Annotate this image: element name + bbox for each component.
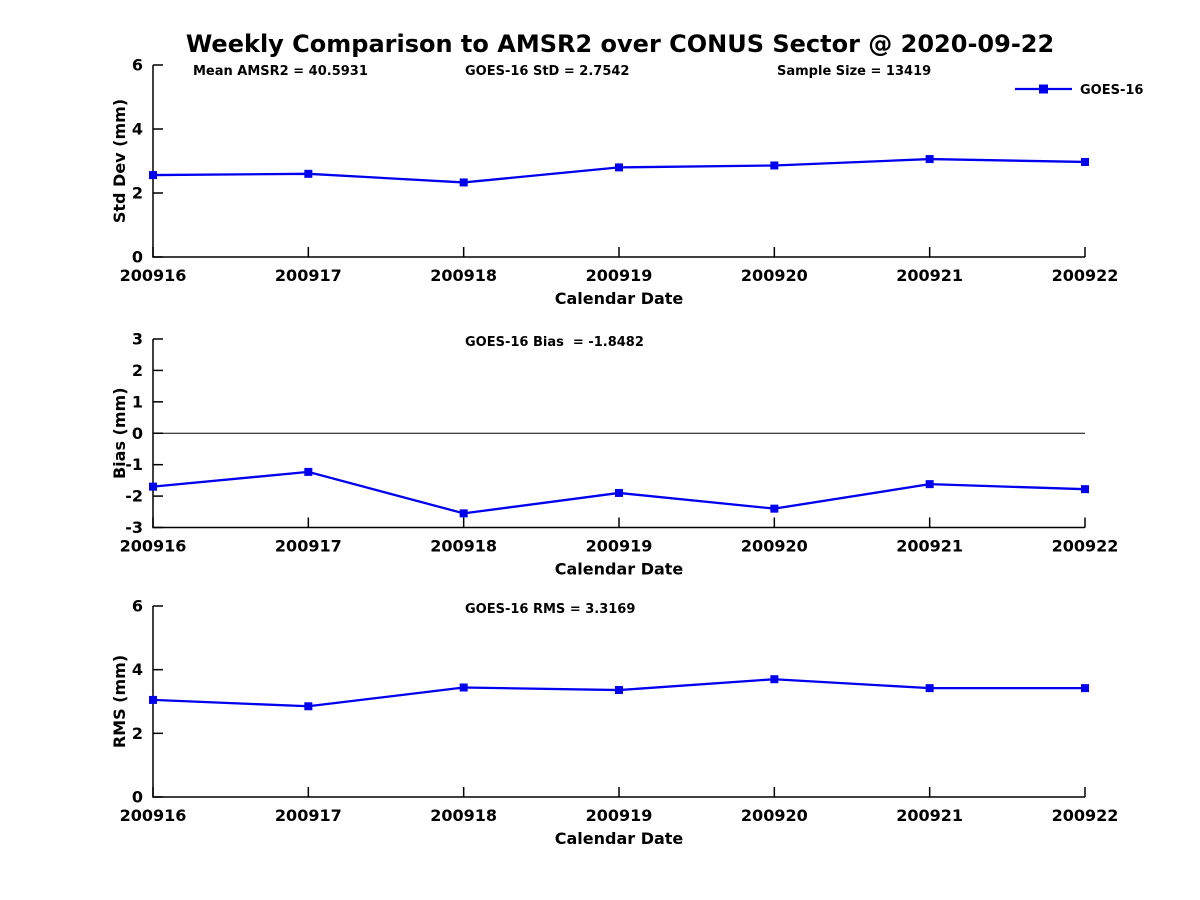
x-tick-label: 200919 [586,266,653,285]
x-tick-label: 200921 [896,806,963,825]
data-point-marker [615,163,623,172]
x-tick-label: 200918 [430,537,497,556]
data-point-marker [304,702,313,711]
x-tick-label: 200917 [275,806,342,825]
x-axis-label: Calendar Date [555,289,684,308]
data-point-marker [149,171,157,180]
y-axis-label: Bias (mm) [110,387,129,479]
y-tick-label: 4 [132,660,143,679]
data-point-marker [459,683,468,692]
y-tick-label: 2 [132,724,143,743]
stat-annotation: GOES-16 Bias = -1.8482 [465,335,644,350]
data-point-marker [459,509,468,518]
x-tick-label: 200921 [896,266,963,285]
x-tick-label: 200916 [120,806,187,825]
stat-annotation: Sample Size = 13419 [777,64,931,79]
x-tick-label: 200916 [120,537,187,556]
axis-frame [152,65,1085,258]
data-point-marker [304,169,313,178]
y-tick-label: 4 [132,120,143,139]
y-tick-label: 0 [132,788,143,807]
x-tick-label: 200922 [1052,806,1119,825]
y-tick-label: 0 [132,424,143,443]
x-tick-label: 200920 [741,266,808,285]
data-point-marker [1081,485,1089,494]
y-tick-label: 2 [132,361,143,380]
data-point-marker [459,178,468,187]
x-tick-label: 200920 [741,537,808,556]
stat-annotation: Mean AMSR2 = 40.5931 [193,64,368,79]
y-axis-label: RMS (mm) [110,655,129,748]
plot-bias: -3 -2 -1 0 1 2 3 200916 200917 200918 200919 200920… [110,330,1118,579]
data-point-marker [1081,684,1089,693]
y-tick-label: 6 [132,597,143,616]
stat-annotation: GOES-16 StD = 2.7542 [465,64,629,79]
data-point-marker [1081,157,1089,166]
x-tick-label: 200918 [430,266,497,285]
x-tick-label: 200922 [1052,537,1119,556]
x-tick-label: 200918 [430,806,497,825]
data-point-marker [925,480,934,489]
data-point-marker [149,482,157,491]
stat-annotation: GOES-16 RMS = 3.3169 [465,602,635,617]
x-tick-label: 200917 [275,537,342,556]
x-tick-label: 200922 [1052,266,1119,285]
data-point-marker [615,488,623,497]
data-point-marker [615,686,623,695]
x-axis-label: Calendar Date [555,829,684,848]
x-axis-label: Calendar Date [555,560,684,579]
y-tick-label: 2 [132,184,143,203]
data-point-marker [925,155,934,164]
data-point-marker [149,695,157,704]
data-point-marker [770,675,779,684]
x-tick-label: 200917 [275,266,342,285]
plot-std-dev: 0 2 4 6 200916 200917 200918 200919 200920 200921… [110,56,1143,309]
y-tick-label: 0 [132,248,143,267]
plot-rms: 0 2 4 6 200916 200917 200918 200919 200920 200921… [110,597,1118,849]
data-point-marker [770,504,779,513]
axis-frame [152,606,1085,798]
x-tick-label: 200919 [586,806,653,825]
y-tick-label: -2 [125,487,143,506]
legend: GOES-16 [1015,83,1143,98]
data-point-marker [770,161,779,170]
y-tick-label: 6 [132,56,143,75]
y-tick-label: -3 [125,518,143,537]
figure-title: Weekly Comparison to AMSR2 over CONUS Se… [185,30,1055,58]
x-tick-label: 200919 [586,537,653,556]
y-tick-label: 1 [132,392,143,411]
y-tick-label: 3 [132,330,143,349]
data-point-marker [925,684,934,693]
legend-marker [1039,84,1048,94]
x-tick-label: 200920 [741,806,808,825]
y-axis-label: Std Dev (mm) [110,99,129,223]
legend-label: GOES-16 [1080,83,1143,98]
x-tick-label: 200921 [896,537,963,556]
x-tick-label: 200916 [120,266,187,285]
y-tick-label: -1 [125,455,143,474]
data-point-marker [304,467,313,476]
